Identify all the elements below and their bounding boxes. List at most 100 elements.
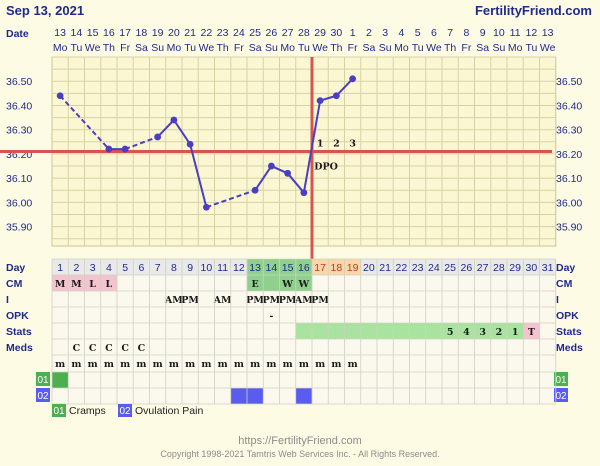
row-label-right-stats: Stats — [556, 326, 582, 338]
temp-point — [332, 92, 340, 100]
day-number: 28 — [493, 262, 505, 274]
symptom-code-left-s1: 01 — [37, 375, 49, 386]
temp-point — [284, 169, 292, 177]
temp-segment — [189, 143, 208, 208]
stats-value: 4 — [463, 327, 470, 338]
day-cell — [442, 259, 459, 275]
row-bg-meds — [52, 339, 556, 355]
dpo-marker: 2 — [333, 139, 340, 150]
y-tick-left: 36.10 — [6, 173, 32, 185]
row-label-right-meds: Meds — [556, 342, 583, 354]
day-cell — [68, 259, 85, 275]
weekday-tick: Tu — [184, 42, 196, 54]
stats-value: 3 — [479, 327, 486, 338]
day-cell — [182, 259, 199, 275]
footer-url[interactable]: https://FertilityFriend.com — [238, 435, 361, 447]
day-cell — [165, 259, 182, 275]
m-value: m — [104, 359, 114, 370]
weekday-tick: Sa — [362, 42, 375, 54]
weekday-tick: Fr — [348, 42, 358, 54]
weekday-tick: Fr — [234, 42, 244, 54]
cm-value: E — [252, 279, 259, 290]
y-tick-right: 36.10 — [556, 173, 582, 185]
day-number: 3 — [90, 262, 96, 274]
y-tick-right: 36.50 — [556, 76, 582, 88]
meds-value: C — [105, 343, 113, 354]
weekday-tick: We — [540, 42, 556, 54]
intercourse-value: PM — [279, 295, 297, 306]
weekday-tick: Mo — [167, 42, 182, 54]
weekday-tick: Su — [492, 42, 505, 54]
day-cell — [523, 259, 540, 275]
y-tick-left: 36.30 — [6, 125, 32, 137]
m-value: m — [266, 359, 276, 370]
row-label-i: I — [6, 294, 9, 306]
y-tick-right: 36.30 — [556, 125, 582, 137]
temp-point — [316, 97, 324, 105]
day-number: 21 — [379, 262, 391, 274]
day-number: 20 — [363, 262, 375, 274]
row-bg-s1 — [52, 372, 556, 388]
day-cell — [263, 259, 280, 275]
day-cell — [117, 259, 134, 275]
symptom-day-s2 — [247, 388, 264, 404]
day-number: 31 — [542, 262, 554, 274]
day-number: 15 — [282, 262, 294, 274]
row-label-right-i: I — [556, 294, 559, 306]
site-name[interactable]: FertilityFriend.com — [475, 3, 592, 18]
date-tick: 7 — [447, 27, 453, 39]
opk-value: - — [269, 311, 273, 322]
symptom-code-left-s2: 02 — [37, 391, 49, 402]
date-tick: 20 — [168, 27, 180, 39]
cm-cell-menses — [52, 275, 69, 291]
date-tick: 8 — [463, 27, 469, 39]
day-number: 16 — [298, 262, 310, 274]
day-number: 8 — [171, 262, 177, 274]
dpo-marker: 1 — [317, 139, 324, 150]
date-tick: 29 — [314, 27, 326, 39]
date-tick: 12 — [526, 27, 538, 39]
row-label-opk: OPK — [6, 310, 29, 322]
cm-cell-menses — [100, 275, 117, 291]
row-label-meds: Meds — [6, 342, 33, 354]
weekday-tick: We — [199, 42, 215, 54]
footer-copyright: Copyright 1998-2021 Tamtris Web Services… — [160, 449, 439, 459]
temp-point — [105, 145, 113, 153]
weekday-tick: Fr — [120, 42, 130, 54]
weekday-tick: Fr — [461, 42, 471, 54]
legend-label-ovulation-pain: Ovulation Pain — [135, 405, 203, 417]
temp-point — [154, 133, 162, 141]
m-value: m — [153, 359, 163, 370]
cm-cell-menses — [84, 275, 101, 291]
day-number: 12 — [233, 262, 245, 274]
legend-code-ovulation-pain: 02 — [119, 406, 131, 417]
m-value: m — [218, 359, 228, 370]
stats-value: 1 — [512, 327, 519, 338]
m-value: m — [185, 359, 195, 370]
symptom-day-s2 — [295, 388, 312, 404]
date-tick: 23 — [217, 27, 229, 39]
weekday-tick: Tu — [70, 42, 82, 54]
dpo-marker: 3 — [349, 139, 356, 150]
day-number: 7 — [155, 262, 161, 274]
legend-swatch-ovulation-pain — [118, 404, 132, 417]
day-cell — [230, 259, 247, 275]
date-tick: 25 — [249, 27, 261, 39]
intercourse-value: PM — [181, 295, 199, 306]
legend-code-cramps: 01 — [53, 406, 65, 417]
day-number: 14 — [266, 262, 278, 274]
y-tick-left: 36.50 — [6, 76, 32, 88]
temp-segment — [302, 100, 322, 193]
weekday-tick: Tu — [298, 42, 310, 54]
cm-value: W — [298, 279, 310, 290]
meds-value: C — [89, 343, 97, 354]
date-tick: 6 — [431, 27, 437, 39]
intercourse-value: AM — [213, 295, 232, 306]
legend-label-cramps: Cramps — [69, 405, 106, 417]
day-cell — [198, 259, 215, 275]
row-label-right-opk: OPK — [556, 310, 579, 322]
cm-cell-fertile — [279, 275, 296, 291]
date-tick: 16 — [103, 27, 115, 39]
date-tick: 14 — [71, 27, 83, 39]
m-value: m — [283, 359, 293, 370]
